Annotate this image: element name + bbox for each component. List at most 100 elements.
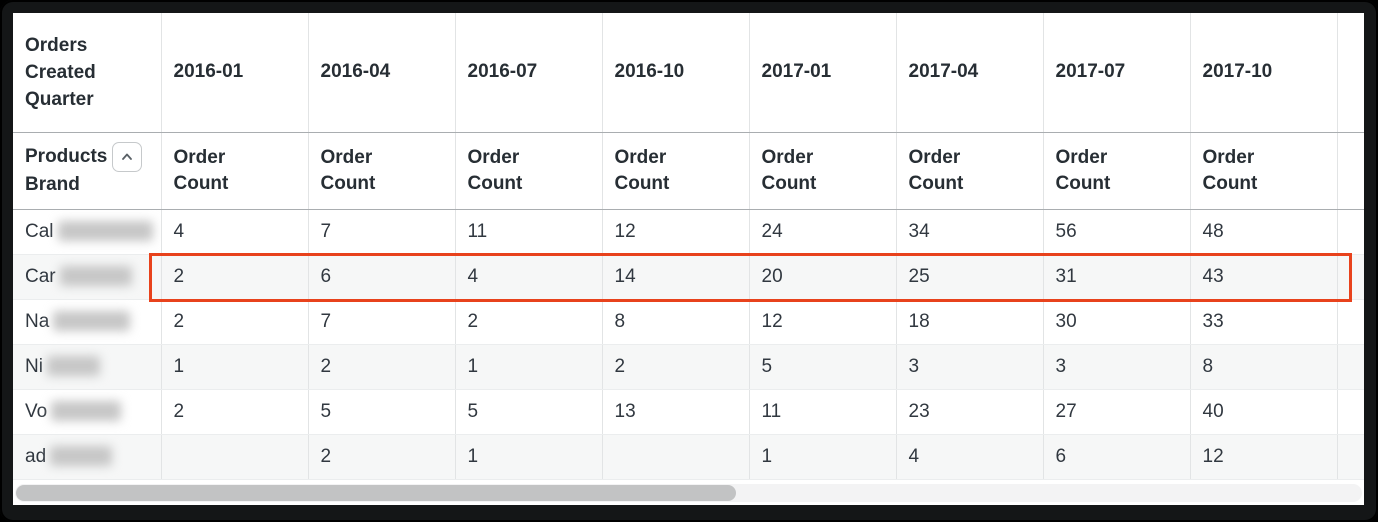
- value-cell[interactable]: 6: [1043, 434, 1191, 480]
- value-cell[interactable]: 31: [1043, 254, 1191, 300]
- measure-header[interactable]: Order Count: [749, 132, 897, 210]
- value-cell[interactable]: 6: [308, 254, 456, 300]
- measure-header[interactable]: Order Count: [308, 132, 456, 210]
- quarter-header-row: Orders Created Quarter 2016-01 2016-04 2…: [13, 13, 1364, 133]
- column-header-quarter[interactable]: 2017-10: [1190, 13, 1338, 133]
- value-cell[interactable]: 13: [602, 389, 750, 435]
- value-cell[interactable]: 33: [1190, 299, 1338, 345]
- value-cell[interactable]: 2: [161, 254, 309, 300]
- brand-cell[interactable]: Vo: [13, 389, 162, 435]
- value-cell[interactable]: 2: [602, 344, 750, 390]
- collapse-header-button[interactable]: [112, 142, 143, 172]
- brand-cell[interactable]: Car: [13, 254, 162, 300]
- column-header-quarter[interactable]: 2017-04: [896, 13, 1044, 133]
- value-cell[interactable]: 30: [1043, 299, 1191, 345]
- value-cell[interactable]: 2: [308, 344, 456, 390]
- column-header-quarter[interactable]: 2016-10: [602, 13, 750, 133]
- value-cell[interactable]: 14: [602, 254, 750, 300]
- value-cell[interactable]: 1: [455, 344, 603, 390]
- clipped-column-sliver: [1337, 209, 1364, 255]
- brand-name-prefix: Cal: [25, 220, 54, 242]
- value-cell[interactable]: 34: [896, 209, 1044, 255]
- measure-header[interactable]: Order Count: [455, 132, 603, 210]
- value-cell[interactable]: 1: [749, 434, 897, 480]
- redacted-brand-blur: [46, 356, 100, 377]
- table-row: Na 2 7 2 8 12 18 30 33: [13, 299, 1364, 345]
- measure-header[interactable]: Order Count: [1190, 132, 1338, 210]
- redacted-brand-blur: [50, 446, 113, 467]
- corner-header: Orders Created Quarter: [13, 13, 162, 133]
- measure-header[interactable]: Order Count: [602, 132, 750, 210]
- value-cell[interactable]: 5: [308, 389, 456, 435]
- value-cell[interactable]: 4: [455, 254, 603, 300]
- brand-cell[interactable]: Ni: [13, 344, 162, 390]
- brand-name-prefix: Vo: [25, 400, 48, 422]
- table-row: Cal 4 7 11 12 24 34 56 48: [13, 209, 1364, 255]
- value-cell[interactable]: 40: [1190, 389, 1338, 435]
- value-cell[interactable]: 43: [1190, 254, 1338, 300]
- column-header-quarter[interactable]: 2017-01: [749, 13, 897, 133]
- measure-header-row: Products Brand Order Count: [13, 132, 1364, 210]
- value-cell[interactable]: 5: [749, 344, 897, 390]
- value-cell[interactable]: 4: [896, 434, 1044, 480]
- value-cell[interactable]: 2: [455, 299, 603, 345]
- brand-name-prefix: ad: [25, 445, 47, 467]
- value-cell[interactable]: 2: [161, 299, 309, 345]
- column-header-quarter[interactable]: 2016-07: [455, 13, 603, 133]
- value-cell[interactable]: 11: [455, 209, 603, 255]
- value-cell[interactable]: 1: [455, 434, 603, 480]
- table-row: Vo 2 5 5 13 11 23 27 40: [13, 389, 1364, 435]
- value-cell[interactable]: 8: [602, 299, 750, 345]
- clipped-column-sliver: [1337, 254, 1364, 300]
- table-row: Car 2 6 4 14 20 25 31 43: [13, 254, 1364, 300]
- value-cell[interactable]: 24: [749, 209, 897, 255]
- clipped-column-sliver: [1337, 13, 1364, 133]
- scrollbar-thumb[interactable]: [16, 485, 736, 501]
- clipped-column-sliver: [1337, 389, 1364, 435]
- pivot-table: Orders Created Quarter 2016-01 2016-04 2…: [13, 13, 1364, 480]
- brand-name-prefix: Ni: [25, 355, 43, 377]
- value-cell[interactable]: 1: [161, 344, 309, 390]
- value-cell[interactable]: 11: [749, 389, 897, 435]
- value-cell[interactable]: 3: [896, 344, 1044, 390]
- value-cell[interactable]: 4: [161, 209, 309, 255]
- chevron-up-icon: [120, 150, 134, 164]
- value-cell[interactable]: 7: [308, 299, 456, 345]
- measure-header[interactable]: Order Count: [161, 132, 309, 210]
- value-cell[interactable]: 25: [896, 254, 1044, 300]
- row-dimension-label-line1: Products: [25, 146, 108, 167]
- column-header-quarter[interactable]: 2017-07: [1043, 13, 1191, 133]
- table-viewport: Orders Created Quarter 2016-01 2016-04 2…: [13, 13, 1364, 505]
- value-cell[interactable]: [161, 434, 309, 480]
- value-cell[interactable]: 12: [602, 209, 750, 255]
- value-cell[interactable]: 3: [1043, 344, 1191, 390]
- value-cell[interactable]: 27: [1043, 389, 1191, 435]
- brand-cell[interactable]: Na: [13, 299, 162, 345]
- value-cell[interactable]: 12: [1190, 434, 1338, 480]
- value-cell[interactable]: 8: [1190, 344, 1338, 390]
- value-cell[interactable]: 20: [749, 254, 897, 300]
- value-cell[interactable]: 2: [308, 434, 456, 480]
- brand-cell[interactable]: Cal: [13, 209, 162, 255]
- value-cell[interactable]: 18: [896, 299, 1044, 345]
- measure-header[interactable]: Order Count: [896, 132, 1044, 210]
- horizontal-scrollbar[interactable]: [15, 484, 1362, 502]
- value-cell[interactable]: [602, 434, 750, 480]
- clipped-column-sliver: [1337, 344, 1364, 390]
- measure-header[interactable]: Order Count: [1043, 132, 1191, 210]
- clipped-column-sliver: [1337, 434, 1364, 480]
- brand-cell[interactable]: ad: [13, 434, 162, 480]
- redacted-brand-blur: [57, 221, 153, 242]
- value-cell[interactable]: 56: [1043, 209, 1191, 255]
- value-cell[interactable]: 2: [161, 389, 309, 435]
- row-dimension-header[interactable]: Products Brand: [13, 132, 162, 210]
- value-cell[interactable]: 48: [1190, 209, 1338, 255]
- brand-name-prefix: Car: [25, 265, 56, 287]
- column-header-quarter[interactable]: 2016-04: [308, 13, 456, 133]
- column-header-quarter[interactable]: 2016-01: [161, 13, 309, 133]
- value-cell[interactable]: 23: [896, 389, 1044, 435]
- value-cell[interactable]: 12: [749, 299, 897, 345]
- value-cell[interactable]: 7: [308, 209, 456, 255]
- value-cell[interactable]: 5: [455, 389, 603, 435]
- clipped-column-sliver: [1337, 299, 1364, 345]
